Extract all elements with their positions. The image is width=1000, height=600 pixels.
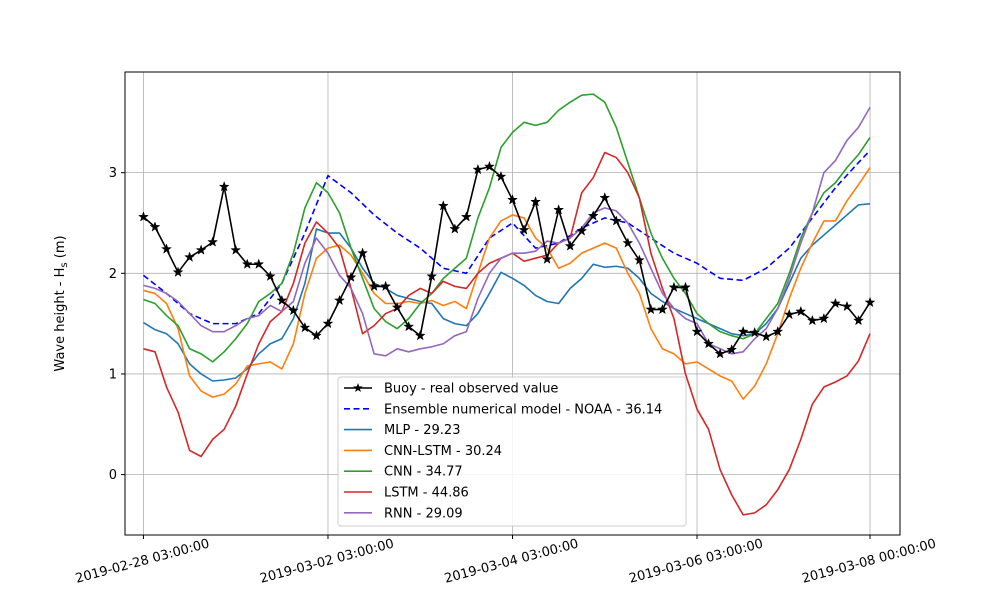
y-axis-label: Wave height - Hs (m) [53, 235, 70, 371]
series-line-cnn [143, 93, 871, 363]
buoy-point-marker [287, 304, 299, 316]
buoy-point-marker [541, 253, 553, 264]
buoy-point-marker [737, 325, 749, 337]
legend-label-cnnlstm: CNN-LSTM - 30.24 [384, 444, 502, 459]
legend-box [337, 376, 687, 527]
buoy-point-marker [207, 236, 219, 247]
buoy-point-marker [449, 223, 461, 234]
buoy-point-marker [610, 215, 622, 226]
series-line-mlp [143, 203, 871, 382]
y-tick-label: 0 [109, 468, 117, 483]
legend-star-marker [353, 383, 363, 393]
y-axis-label-subscript: s [59, 262, 70, 267]
buoy-point-marker [264, 270, 276, 281]
buoy-point-marker [483, 160, 495, 172]
buoy-point-marker [230, 244, 242, 255]
buoy-point-marker [391, 301, 403, 313]
buoy-point-marker [276, 294, 288, 306]
legend-label-noaa: Ensemble numerical model - NOAA - 36.14 [384, 402, 662, 417]
buoy-point-marker [564, 240, 576, 251]
buoy-point-marker [322, 317, 334, 329]
buoy-point-marker [472, 163, 484, 175]
buoy-point-marker [829, 297, 841, 309]
buoy-point-marker [218, 180, 230, 192]
buoy-point-marker [357, 247, 369, 258]
buoy-point-marker [749, 326, 761, 338]
buoy-point-marker [518, 224, 530, 235]
buoy-point-marker [818, 312, 830, 324]
buoy-point-marker [806, 314, 818, 326]
buoy-point-marker [726, 344, 738, 355]
buoy-point-marker [253, 258, 265, 269]
buoy-point-marker [195, 244, 207, 255]
buoy-point-marker [403, 320, 415, 332]
y-axis-label-unit: (m) [53, 235, 68, 262]
buoy-point-marker [680, 281, 691, 293]
buoy-point-marker [184, 251, 196, 262]
buoy-point-marker [795, 305, 807, 317]
buoy-point-marker [345, 271, 357, 282]
buoy-point-marker [691, 325, 703, 337]
buoy-point-marker [553, 204, 565, 215]
series-line-rnn [143, 106, 871, 357]
legend-label-cnn: CNN - 34.77 [384, 465, 463, 480]
buoy-point-marker [460, 211, 472, 222]
buoy-point-marker [137, 211, 149, 222]
buoy-point-marker [587, 210, 599, 221]
buoy-point-marker [656, 303, 668, 315]
buoy-point-marker [714, 348, 726, 359]
series-line-cnnlstm [143, 167, 871, 400]
buoy-point-marker [599, 192, 611, 203]
legend-label-lstm: LSTM - 44.86 [384, 486, 469, 501]
legend-label-rnn: RNN - 29.09 [384, 506, 463, 521]
buoy-point-marker [530, 196, 542, 207]
buoy-point-marker [495, 170, 507, 182]
legend-label-mlp: MLP - 29.23 [384, 423, 460, 438]
buoy-point-marker [161, 243, 172, 254]
buoy-point-marker [645, 303, 657, 315]
buoy-point-marker [668, 281, 680, 293]
buoy-point-marker [622, 237, 634, 248]
buoy-point-marker [864, 296, 876, 308]
buoy-point-marker [172, 266, 184, 277]
series-layer [137, 93, 876, 516]
buoy-point-marker [576, 225, 588, 236]
legend: Buoy - real observed value Ensemble numer… [337, 376, 687, 527]
series-line-buoy [142, 165, 871, 355]
buoy-point-marker [380, 280, 392, 292]
y-tick-label: 3 [109, 166, 117, 181]
buoy-point-marker [310, 329, 322, 341]
buoy-point-marker [149, 221, 161, 232]
buoy-point-marker [841, 300, 853, 312]
buoy-point-marker [334, 294, 345, 306]
legend-label-buoy: Buoy - real observed value [384, 382, 558, 397]
buoy-point-marker [414, 329, 426, 341]
buoy-point-marker [507, 194, 518, 205]
buoy-point-marker [703, 337, 715, 349]
buoy-point-marker [772, 325, 784, 337]
buoy-point-marker [853, 314, 864, 326]
buoy-point-marker [437, 200, 449, 211]
buoy-point-marker [426, 270, 438, 281]
y-tick-label: 2 [109, 267, 117, 282]
buoy-point-marker [368, 280, 380, 292]
buoy-point-marker [760, 330, 772, 342]
buoy-point-marker [299, 321, 311, 333]
series-line-noaa [142, 149, 871, 325]
buoy-point-marker [783, 308, 795, 320]
buoy-point-marker [241, 258, 253, 269]
buoy-point-marker [633, 254, 645, 265]
y-tick-label: 1 [109, 367, 117, 382]
